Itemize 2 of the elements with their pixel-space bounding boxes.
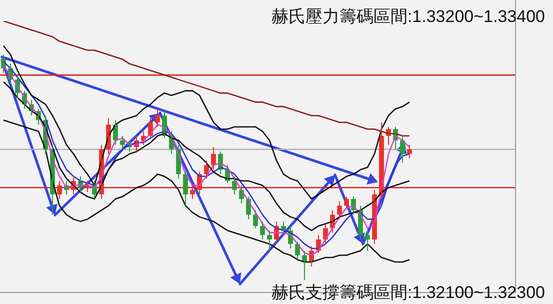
text: 赫氏支撐籌碼區間:1.32100~1.32300 [270,282,546,304]
text: 赫氏壓力籌碼區間:1.33200~1.33400 [270,6,546,28]
